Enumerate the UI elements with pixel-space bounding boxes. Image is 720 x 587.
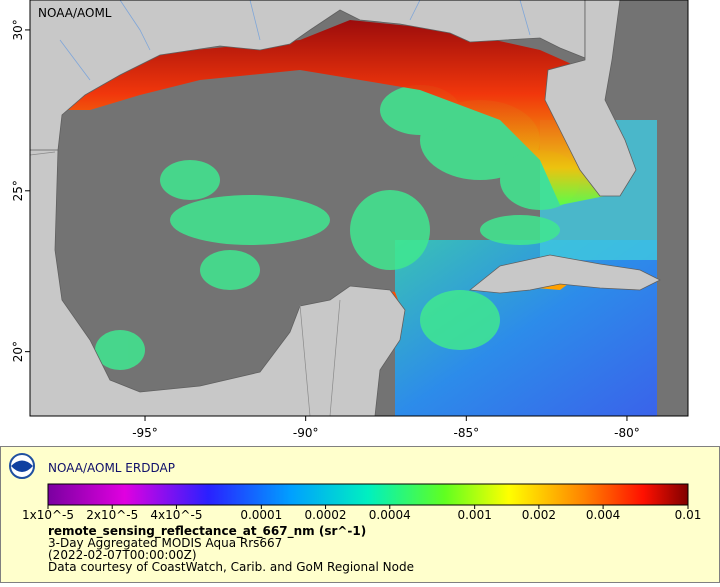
colorbar-tick-label: 0.0004 bbox=[369, 508, 411, 522]
watermark: NOAA/AOML bbox=[38, 6, 112, 20]
data-patches bbox=[95, 85, 580, 370]
coastal-bloom bbox=[60, 20, 610, 205]
y-tick-label: 20° bbox=[11, 341, 25, 362]
map: NOAA/AOML bbox=[29, 0, 689, 417]
colorbar-tick-label: 2x10^-5 bbox=[86, 508, 138, 522]
legend-title: NOAA/AOML ERDDAP bbox=[48, 461, 175, 475]
borders bbox=[29, 151, 341, 417]
land-cuba bbox=[468, 254, 661, 294]
x-tick-label: -85° bbox=[454, 426, 480, 440]
land-florida bbox=[544, 0, 637, 197]
legend-line: Data courtesy of CoastWatch, Carib. and … bbox=[48, 560, 414, 574]
colorbar-tick-label: 0.004 bbox=[586, 508, 620, 522]
colorbar-tick-label: 0.0001 bbox=[240, 508, 282, 522]
legend-line: (2022-02-07T00:00:00Z) bbox=[48, 548, 197, 562]
colorbar bbox=[47, 483, 689, 506]
y-tick-label: 25° bbox=[11, 180, 25, 201]
x-tick-label: -80° bbox=[614, 426, 640, 440]
variable-name: remote_sensing_reflectance_at_667_nm (sr… bbox=[48, 524, 366, 539]
colorbar-tick-label: 0.002 bbox=[522, 508, 556, 522]
x-tick-label: -95° bbox=[132, 426, 158, 440]
colorbar-tick-label: 0.001 bbox=[457, 508, 491, 522]
colorbar-tick-label: 0.0002 bbox=[305, 508, 347, 522]
land-mexico bbox=[29, 149, 406, 417]
land-us bbox=[29, 0, 586, 159]
colorbar-tick-label: 1x10^-5 bbox=[22, 508, 74, 522]
legend-background bbox=[0, 446, 720, 583]
rivers bbox=[59, 0, 531, 81]
legend-panel: NOAA/AOML ERDDAP remote_sensing_reflecta… bbox=[0, 446, 720, 583]
colorbar-tick-label: 4x10^-5 bbox=[150, 508, 202, 522]
x-tick-label: -90° bbox=[293, 426, 319, 440]
colorbar-tick-label: 0.01 bbox=[675, 508, 702, 522]
map-frame bbox=[29, 0, 689, 417]
noaa-logo-bird bbox=[11, 460, 33, 472]
legend-line: 3-Day Aggregated MODIS Aqua Rrs667 bbox=[48, 536, 282, 550]
y-tick-label: 30° bbox=[11, 19, 25, 40]
